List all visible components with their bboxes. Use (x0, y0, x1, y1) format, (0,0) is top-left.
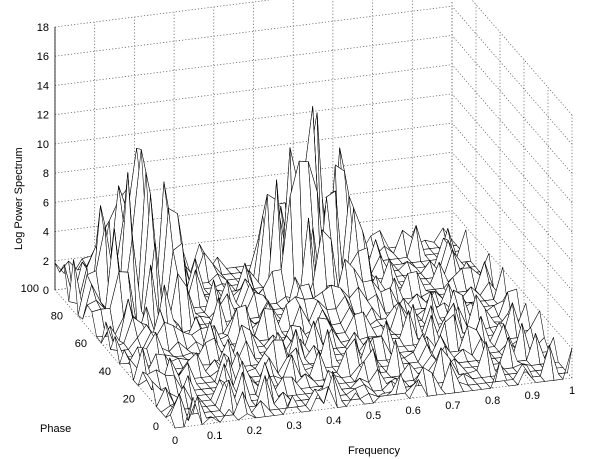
y-tick-label: 0 (153, 421, 159, 433)
grid-line (471, 0, 573, 116)
grid-line (54, 151, 453, 203)
surface-layer (54, 106, 573, 429)
x-tick-label: 0.2 (247, 425, 262, 437)
surface-patch (456, 229, 471, 263)
x-tick-label: 0.1 (207, 430, 222, 442)
z-tick-label: 12 (37, 110, 49, 122)
x-axis-label: Frequency (348, 445, 400, 457)
z-tick-label: 4 (43, 227, 49, 239)
grid-line (54, 181, 453, 232)
y-tick-label: 60 (75, 338, 87, 350)
grid-line (451, 5, 573, 145)
grid-line (174, 377, 573, 429)
x-tick-label: 0.5 (366, 410, 381, 422)
z-tick-label: 14 (37, 80, 49, 92)
x-tick-label: 0.4 (326, 415, 341, 427)
grid-line (54, 35, 453, 86)
z-tick-label: 10 (37, 139, 49, 151)
z-axis-label: Log Power Spectrum (13, 147, 25, 250)
x-tick-label: 0.9 (525, 390, 540, 402)
z-tick-label: 6 (43, 197, 49, 209)
y-tick-label: 100 (21, 283, 39, 295)
z-tick-label: 0 (43, 285, 49, 297)
grid-line (54, 93, 453, 145)
z-tick-label: 18 (37, 22, 49, 34)
tick-labels: 0 0.1 0.2 0.3 0.4 0.5 0.6 0.7 0.8 0.9 102040608010… (21, 22, 575, 447)
grid-line (451, 93, 573, 233)
x-tick-label: 0 (172, 435, 178, 447)
z-tick-label: 16 (37, 51, 49, 63)
grid-line (54, 5, 453, 57)
x-tick-label: 0.8 (485, 395, 500, 407)
y-axis-label: Phase (40, 423, 71, 435)
y-tick-label: 80 (51, 311, 63, 323)
x-tick-label: 0.3 (286, 420, 301, 432)
z-tick-label: 8 (43, 168, 49, 180)
surface-patch (558, 347, 573, 380)
z-tick-label: 2 (43, 256, 49, 268)
x-tick-label: 0.6 (406, 405, 421, 417)
grid-line (451, 122, 573, 262)
y-tick-label: 20 (123, 393, 135, 405)
grid-line (54, 210, 453, 262)
x-tick-label: 0.7 (445, 400, 460, 412)
y-tick-label: 40 (99, 366, 111, 378)
grid-line (54, 64, 453, 116)
grid-line (54, 122, 453, 174)
grid-line (451, 64, 573, 203)
grid-line (451, 35, 573, 174)
x-tick-label: 1 (569, 385, 575, 397)
